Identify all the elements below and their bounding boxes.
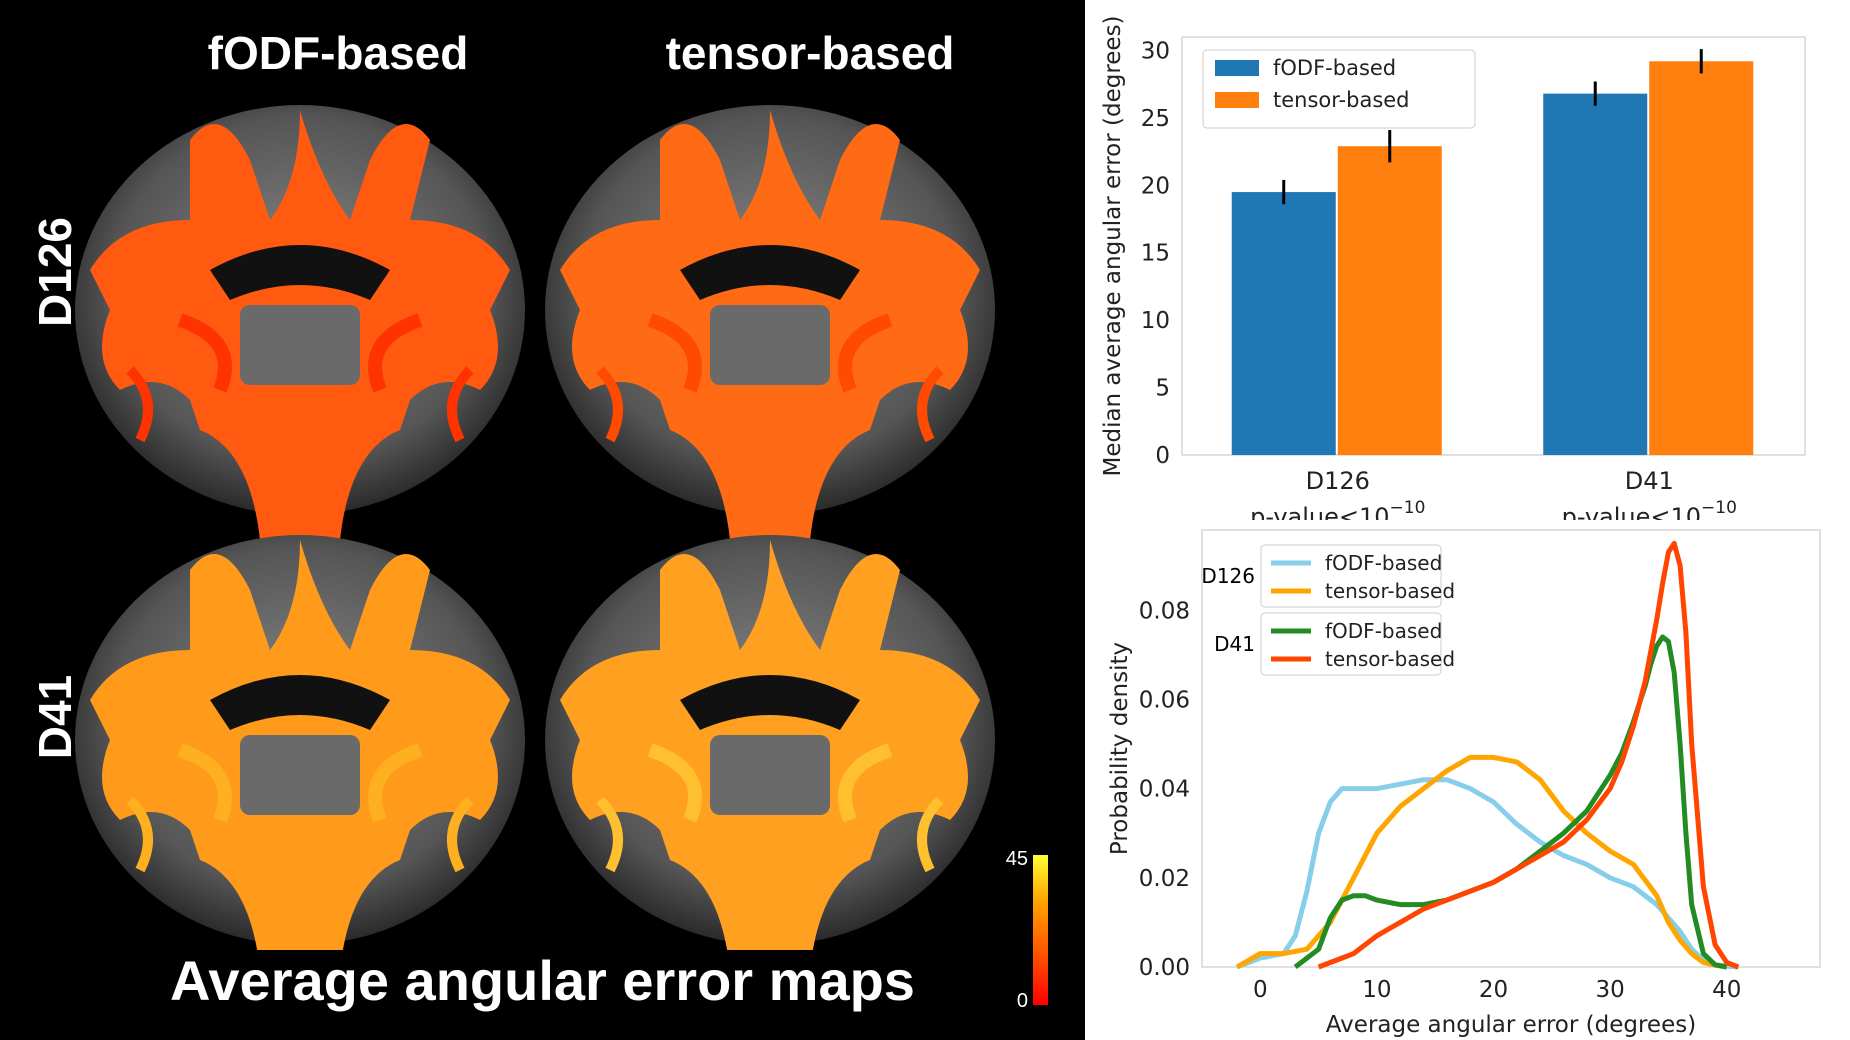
y-tick-label: 20: [1141, 173, 1170, 199]
bar: [1649, 61, 1754, 456]
bar: [1337, 146, 1442, 455]
y-tick-label: 0.08: [1139, 598, 1190, 624]
y-tick-label: 30: [1141, 38, 1170, 64]
legend-label: fODF-based: [1325, 619, 1442, 643]
x-tick-label: 10: [1362, 977, 1391, 1003]
legend-swatch: [1215, 60, 1259, 76]
y-tick-label: 25: [1141, 106, 1170, 132]
y-tick-label: 0.04: [1139, 777, 1190, 803]
density-line: [1236, 777, 1739, 970]
brain-map-d41-fodf: [75, 535, 525, 950]
colorbar-max-label: 45: [1005, 848, 1028, 870]
bar: [1231, 192, 1336, 455]
x-category-label: D126: [1306, 467, 1370, 495]
angular-error-maps-panel: fODF-based tensor-based D126 D41: [0, 0, 1085, 1040]
brain-map-d126-fodf: [75, 105, 525, 540]
x-tick-label: 0: [1253, 977, 1268, 1003]
brain-map-d41-tensor: [545, 535, 995, 950]
legend-label: fODF-based: [1273, 56, 1396, 80]
colorbar: [1033, 855, 1048, 1005]
colorbar-min-label: 0: [1016, 990, 1028, 1012]
bar-legend: fODF-based tensor-based: [1202, 49, 1476, 129]
legend-label: tensor-based: [1273, 88, 1410, 112]
y-axis-label: Median average angular error (degrees): [1100, 15, 1126, 476]
legend-label: fODF-based: [1325, 551, 1442, 575]
x-axis-label: Average angular error (degrees): [1326, 1012, 1696, 1038]
map-title: Average angular error maps: [170, 949, 915, 1012]
y-tick-label: 10: [1141, 308, 1170, 334]
y-tick-label: 0.02: [1139, 866, 1190, 892]
x-tick-label: 40: [1712, 977, 1741, 1003]
x-tick-label: 30: [1595, 977, 1624, 1003]
x-tick-label: 20: [1479, 977, 1508, 1003]
x-category-sublabel: p-value<10−10: [1250, 498, 1425, 520]
legend-group-label: D41: [1214, 632, 1255, 656]
density-legend: D126 fODF-based tensor-based D41 fODF-based t…: [1201, 544, 1455, 676]
bar-chart: 0 5 10 15 20 25 30 Median average angular error…: [1100, 15, 1806, 520]
x-category-label: D41: [1625, 467, 1674, 495]
column-title-tensor: tensor-based: [665, 27, 955, 79]
y-tick-label: 0.06: [1139, 687, 1190, 713]
legend-box: [1202, 49, 1476, 129]
brain-map-d126-tensor: [545, 105, 995, 540]
legend-label: tensor-based: [1325, 579, 1455, 603]
density-line: [1293, 634, 1728, 970]
legend-group-label: D126: [1201, 564, 1255, 588]
y-axis-label: Probability density: [1107, 642, 1133, 855]
y-tick-label: 0: [1155, 443, 1170, 469]
y-tick-label: 0.00: [1139, 955, 1190, 981]
bar: [1543, 93, 1648, 455]
column-title-fodf: fODF-based: [207, 27, 469, 79]
density-chart: 0 10 20 30 40 0.00 0.02 0.04 0.06 0.08 Average ang…: [1107, 529, 1821, 1038]
x-category-sublabel: p-value<10−10: [1562, 498, 1737, 520]
legend-label: tensor-based: [1325, 647, 1455, 671]
legend-swatch: [1215, 92, 1259, 108]
y-tick-label: 15: [1141, 241, 1170, 267]
y-tick-label: 5: [1155, 376, 1170, 402]
density-line: [1317, 540, 1740, 970]
